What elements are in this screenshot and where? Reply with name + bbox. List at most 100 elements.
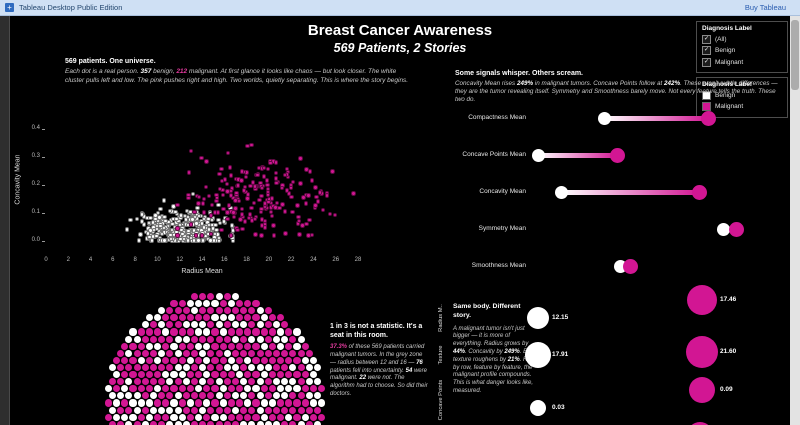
scatter-dot-malignant[interactable] bbox=[307, 217, 312, 223]
scatter-dot-benign[interactable] bbox=[153, 217, 158, 222]
patient-dot[interactable] bbox=[166, 349, 174, 357]
scatter-dot-malignant[interactable] bbox=[280, 202, 285, 207]
scatter-dot-benign[interactable] bbox=[178, 237, 183, 242]
patient-dot[interactable] bbox=[174, 392, 182, 400]
patient-dot[interactable] bbox=[190, 349, 199, 357]
scatter-dot-benign[interactable] bbox=[196, 214, 201, 219]
scatter-dot-malignant[interactable] bbox=[320, 208, 326, 213]
patient-dot[interactable] bbox=[108, 420, 117, 425]
scatter-dot-benign[interactable] bbox=[162, 214, 167, 220]
patient-dot[interactable] bbox=[252, 356, 260, 364]
patient-dot[interactable] bbox=[190, 392, 199, 400]
scatter-dot-malignant[interactable] bbox=[249, 218, 255, 223]
scatter-dot-malignant[interactable] bbox=[228, 233, 234, 238]
patient-dot[interactable] bbox=[137, 385, 145, 393]
patient-dot[interactable] bbox=[277, 371, 285, 379]
patient-dot[interactable] bbox=[268, 399, 276, 407]
scatter-dot-malignant[interactable] bbox=[269, 196, 275, 201]
patient-dot[interactable] bbox=[104, 385, 112, 393]
patient-dot[interactable] bbox=[166, 307, 174, 315]
patient-dot[interactable] bbox=[281, 392, 289, 400]
scatter-dot-benign[interactable] bbox=[173, 209, 178, 215]
patient-dot[interactable] bbox=[309, 385, 317, 393]
patient-dot[interactable] bbox=[199, 420, 207, 425]
patient-dot[interactable] bbox=[199, 292, 207, 301]
patient-dot[interactable] bbox=[252, 314, 260, 322]
patient-dot[interactable] bbox=[186, 413, 194, 421]
patient-dot[interactable] bbox=[141, 349, 149, 357]
patient-dot[interactable] bbox=[260, 399, 268, 407]
patient-dot[interactable] bbox=[149, 363, 158, 372]
patient-dot[interactable] bbox=[121, 413, 129, 421]
patient-dot[interactable] bbox=[240, 406, 248, 414]
patient-dot[interactable] bbox=[260, 385, 268, 393]
patient-dot[interactable] bbox=[190, 406, 199, 414]
patient-dot[interactable] bbox=[182, 392, 190, 400]
patient-dot[interactable] bbox=[277, 314, 285, 322]
patient-dot[interactable] bbox=[231, 406, 240, 414]
patient-dot[interactable] bbox=[170, 385, 178, 393]
patient-dot[interactable] bbox=[203, 399, 211, 407]
scatter-dot-benign[interactable] bbox=[192, 214, 198, 219]
patient-dot[interactable] bbox=[297, 349, 305, 357]
scatter-dot-malignant[interactable] bbox=[217, 171, 222, 177]
patient-dot[interactable] bbox=[215, 420, 223, 425]
patient-dot[interactable] bbox=[236, 314, 244, 322]
patient-dot[interactable] bbox=[170, 356, 178, 364]
patient-dot[interactable] bbox=[199, 406, 207, 414]
scatter-dot-benign[interactable] bbox=[216, 235, 222, 241]
scatter-dot-benign[interactable] bbox=[138, 232, 143, 237]
patient-dot[interactable] bbox=[199, 321, 207, 329]
patient-dot[interactable] bbox=[256, 321, 264, 329]
patient-dot[interactable] bbox=[231, 420, 240, 425]
patient-dot[interactable] bbox=[305, 392, 313, 400]
scatter-dot-benign[interactable] bbox=[157, 215, 162, 220]
patient-dot[interactable] bbox=[264, 349, 272, 357]
scatter-dot-malignant[interactable] bbox=[289, 194, 294, 200]
patient-dot[interactable] bbox=[166, 363, 174, 372]
legend-item-all[interactable]: ✓ (All) bbox=[702, 34, 782, 44]
scatter-dot-malignant[interactable] bbox=[327, 211, 332, 217]
patient-dot[interactable] bbox=[248, 335, 256, 343]
checkbox-icon[interactable]: ✓ bbox=[702, 34, 711, 44]
scatter-dot-benign[interactable] bbox=[158, 207, 163, 212]
patient-dot[interactable] bbox=[313, 420, 322, 425]
scatter-dot-malignant[interactable] bbox=[303, 201, 309, 206]
patient-dot[interactable] bbox=[231, 307, 240, 315]
scatter-dot-malignant[interactable] bbox=[187, 170, 192, 175]
patient-dot[interactable] bbox=[236, 413, 244, 421]
benign-mark[interactable] bbox=[555, 185, 569, 199]
scatter-dot-malignant[interactable] bbox=[239, 207, 245, 212]
scatter-dot-malignant[interactable] bbox=[324, 193, 329, 198]
patient-dot[interactable] bbox=[137, 356, 145, 364]
patient-dot[interactable] bbox=[145, 413, 153, 421]
scatter-dot-malignant[interactable] bbox=[298, 181, 303, 186]
patient-dot[interactable] bbox=[166, 392, 174, 400]
patient-dot[interactable] bbox=[231, 335, 240, 343]
patient-dot[interactable] bbox=[313, 406, 322, 414]
patient-dot[interactable] bbox=[166, 378, 174, 386]
patient-dot[interactable] bbox=[240, 335, 248, 343]
patient-dot[interactable] bbox=[199, 378, 207, 386]
patient-dot[interactable] bbox=[309, 356, 317, 364]
scatter-dot-malignant[interactable] bbox=[273, 160, 279, 165]
patient-dot[interactable] bbox=[207, 335, 215, 343]
patient-dot[interactable] bbox=[256, 406, 264, 414]
patient-dot[interactable] bbox=[203, 371, 211, 379]
scatter-dot-malignant[interactable] bbox=[265, 189, 271, 194]
patient-dot[interactable] bbox=[182, 335, 190, 343]
scatter-dot-benign[interactable] bbox=[159, 232, 165, 237]
scatter-dot-benign[interactable] bbox=[148, 215, 153, 221]
patient-dot[interactable] bbox=[162, 399, 170, 407]
patient-dot[interactable] bbox=[297, 378, 305, 386]
patient-dot[interactable] bbox=[186, 342, 194, 350]
patient-dot[interactable] bbox=[113, 371, 121, 379]
patient-dot[interactable] bbox=[149, 392, 158, 400]
patient-dot[interactable] bbox=[137, 399, 145, 407]
patient-dot[interactable] bbox=[256, 392, 264, 400]
patient-dot[interactable] bbox=[195, 356, 203, 364]
patient-dot[interactable] bbox=[174, 335, 182, 343]
scatter-dot-malignant[interactable] bbox=[225, 189, 230, 194]
patient-dot[interactable] bbox=[244, 385, 252, 393]
patient-dot[interactable] bbox=[281, 420, 289, 425]
